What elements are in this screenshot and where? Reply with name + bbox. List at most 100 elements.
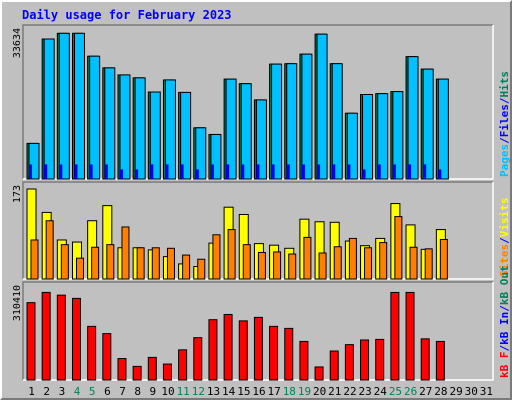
- x-tick-label-day-29: 29: [449, 385, 462, 398]
- pages-bar-day-17: [271, 164, 275, 179]
- x-tick-label-day-12: 12: [192, 385, 205, 398]
- legend-entry-2-1: /: [498, 237, 511, 244]
- pages-bar-day-23: [362, 169, 366, 179]
- files-bar-day-24: [377, 93, 389, 180]
- x-tick-label-day-19: 19: [298, 385, 311, 398]
- pages-bar-day-4: [74, 164, 78, 179]
- pages-bar-day-2: [44, 164, 48, 179]
- files-bar-day-16: [255, 99, 267, 180]
- files-bar-day-12: [195, 127, 207, 180]
- kbf-bar-day-22: [344, 344, 354, 381]
- sites-bar-day-11: [182, 254, 191, 280]
- files-bar-day-27: [422, 68, 434, 180]
- kbf-bar-day-9: [147, 356, 157, 381]
- x-tick-label-day-2: 2: [43, 385, 50, 398]
- sites-bar-day-14: [227, 229, 236, 280]
- sites-bar-day-5: [91, 246, 100, 280]
- sites-bar-day-9: [151, 247, 160, 280]
- files-bar-day-25: [392, 91, 404, 180]
- legend-entry-1-4: Hits: [498, 71, 511, 98]
- panel-1-max-label: 33634: [12, 28, 23, 58]
- panel-2-legend: Sites/Visits: [498, 198, 511, 278]
- pages-bar-day-9: [150, 164, 154, 179]
- kbf-bar-day-21: [329, 350, 339, 381]
- pages-bar-day-1: [29, 164, 32, 179]
- kbf-bar-day-2: [41, 291, 51, 381]
- kbf-bar-day-14: [223, 313, 233, 381]
- files-bar-day-17: [271, 63, 283, 180]
- x-tick-label-day-10: 10: [161, 385, 174, 398]
- sites-bar-day-17: [273, 251, 282, 280]
- files-bar-day-8: [134, 77, 146, 180]
- files-bar-day-15: [240, 83, 252, 180]
- files-bar-day-7: [119, 74, 131, 180]
- x-tick-label-day-22: 22: [343, 385, 356, 398]
- kbf-bar-day-28: [435, 340, 445, 381]
- x-tick-label-day-4: 4: [74, 385, 81, 398]
- x-tick-label-day-31: 31: [480, 385, 493, 398]
- kbf-bar-day-24: [375, 338, 385, 381]
- pages-bar-day-5: [89, 164, 93, 179]
- legend-entry-1-2: Files: [498, 104, 511, 137]
- x-tick-label-day-5: 5: [89, 385, 96, 398]
- sites-bar-day-7: [121, 226, 130, 280]
- files-bar-day-21: [331, 63, 343, 180]
- files-bar-day-26: [407, 56, 419, 180]
- sites-bar-day-24: [379, 242, 388, 280]
- sites-bar-day-8: [136, 247, 145, 280]
- pages-bar-day-27: [423, 164, 427, 179]
- pages-bar-day-26: [408, 164, 412, 179]
- x-tick-label-day-27: 27: [419, 385, 432, 398]
- panel-2-shadow-edge: [22, 181, 493, 279]
- pages-bar-day-12: [195, 169, 199, 179]
- files-bar-day-9: [149, 91, 161, 180]
- kbf-bar-day-18: [284, 327, 294, 381]
- pages-bar-day-20: [317, 164, 321, 179]
- sites-bar-day-6: [106, 244, 115, 280]
- legend-entry-3-4: kB Out: [498, 265, 511, 305]
- sites-bar-day-27: [424, 248, 433, 280]
- x-tick-label-day-11: 11: [177, 385, 190, 398]
- pages-bar-day-14: [226, 164, 230, 179]
- sites-bar-day-16: [257, 251, 266, 280]
- pages-bar-day-25: [392, 164, 396, 179]
- kbf-bar-day-27: [420, 338, 430, 381]
- panel-1-legend: Pages/Files/Hits: [498, 71, 511, 177]
- pages-bar-day-3: [59, 164, 63, 179]
- x-tick-label-day-26: 26: [404, 385, 417, 398]
- sites-bar-day-21: [333, 246, 342, 280]
- files-bar-day-19: [301, 53, 313, 180]
- pages-bar-day-16: [256, 164, 260, 179]
- kbf-bar-day-10: [162, 363, 172, 381]
- legend-entry-3-3: /: [498, 305, 511, 312]
- sites-bar-day-18: [288, 253, 297, 280]
- kbf-bar-day-17: [269, 325, 279, 381]
- sites-bar-day-20: [318, 252, 327, 280]
- x-tick-label-day-25: 25: [389, 385, 402, 398]
- kbf-bar-day-11: [178, 349, 188, 381]
- files-bar-day-6: [104, 67, 116, 180]
- files-bar-day-14: [225, 78, 237, 180]
- files-bar-day-22: [346, 112, 358, 180]
- x-tick-label-day-7: 7: [119, 385, 126, 398]
- pages-bar-day-28: [438, 169, 442, 179]
- kbf-bar-day-13: [208, 319, 218, 381]
- x-tick-label-day-8: 8: [134, 385, 141, 398]
- pages-bar-day-18: [286, 164, 290, 179]
- x-tick-label-day-30: 30: [465, 385, 478, 398]
- panel-1-shadow-edge: [22, 24, 493, 179]
- pages-bar-day-24: [377, 164, 381, 179]
- x-tick-label-day-28: 28: [434, 385, 447, 398]
- sites-bar-day-10: [166, 247, 175, 280]
- legend-entry-1-3: /: [498, 97, 511, 104]
- x-tick-label-day-14: 14: [222, 385, 236, 398]
- pages-bar-day-13: [210, 164, 214, 179]
- kbf-bar-day-23: [360, 339, 370, 381]
- kbf-bar-day-5: [87, 325, 97, 381]
- panel-3-legend: kB F/kB In/kB Out: [498, 265, 511, 378]
- sites-bar-day-2: [45, 220, 54, 280]
- files-bar-day-23: [362, 94, 374, 180]
- x-tick-label-day-9: 9: [150, 385, 157, 398]
- files-bar-day-28: [437, 78, 449, 180]
- sites-bar-day-3: [60, 244, 69, 280]
